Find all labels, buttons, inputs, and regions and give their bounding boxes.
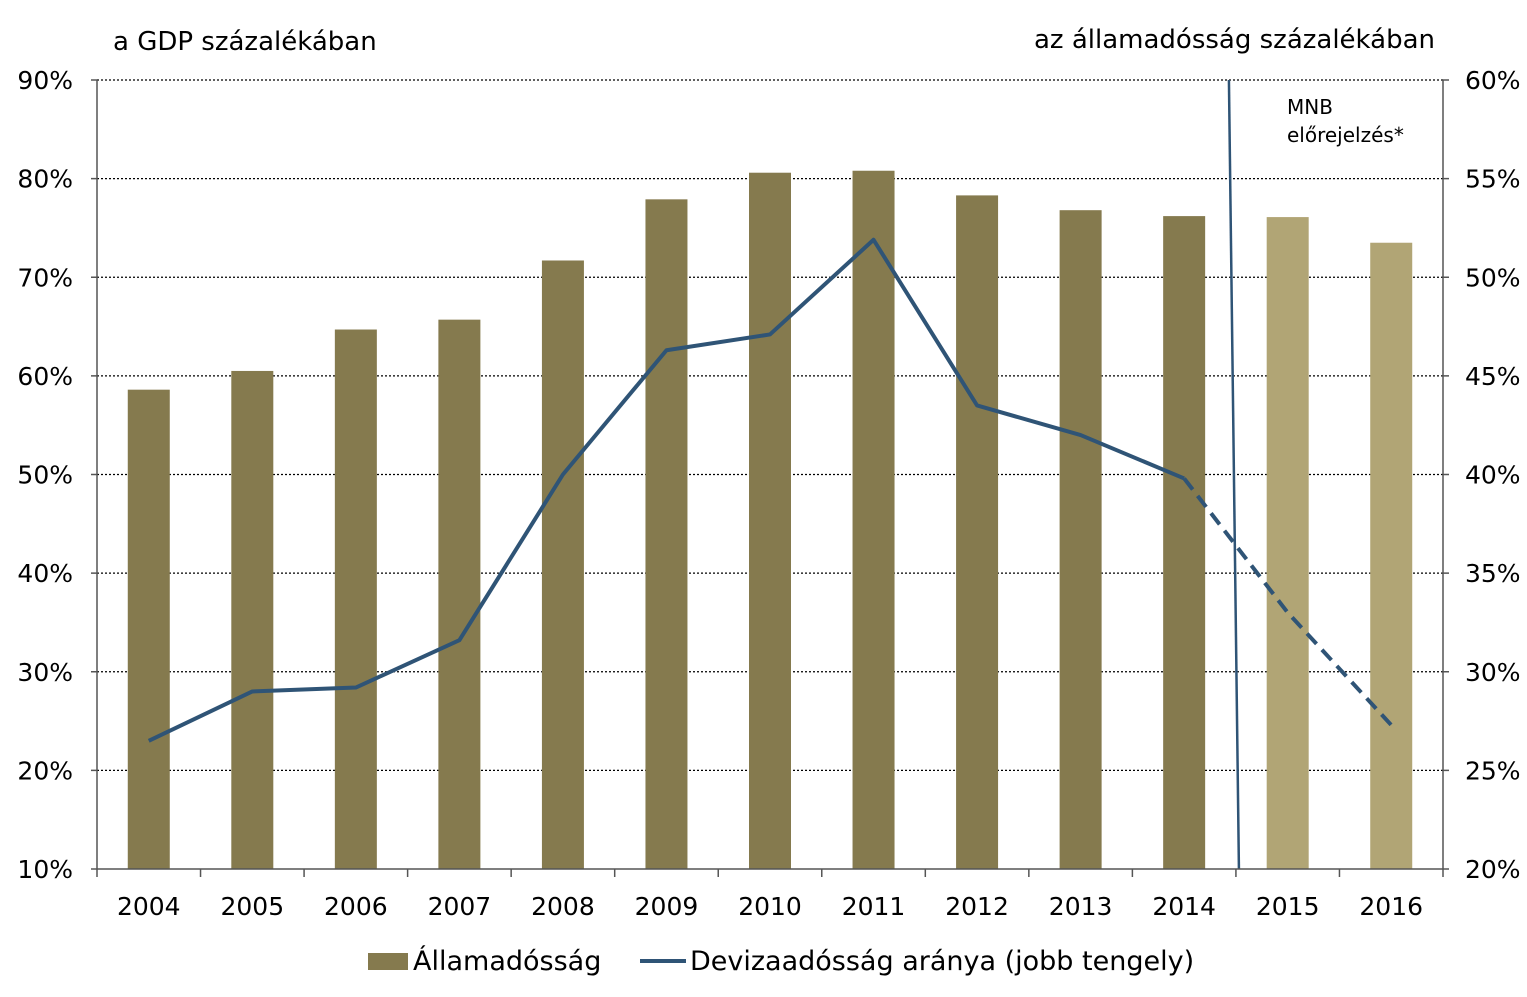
legend-label-bar: Államadósság bbox=[413, 945, 601, 977]
right-tick-label: 40% bbox=[1465, 461, 1521, 490]
bar-2009 bbox=[645, 199, 688, 869]
left-tick-label: 30% bbox=[17, 658, 73, 687]
right-axis-ticks: 20% 25% 30% 35% 40% 45% 50% 55% 60% bbox=[1465, 66, 1521, 884]
line-series bbox=[147, 237, 1393, 743]
bar-2011 bbox=[852, 170, 895, 870]
x-tick-label: 2004 bbox=[117, 892, 181, 921]
x-tick-label: 2012 bbox=[945, 892, 1009, 921]
bar-2016 bbox=[1370, 242, 1413, 869]
right-tick-label: 50% bbox=[1465, 263, 1521, 292]
bar-series bbox=[127, 170, 1413, 870]
left-axis-title: a GDP százalékában bbox=[113, 27, 377, 57]
x-tick-label: 2005 bbox=[220, 892, 284, 921]
bar-2006 bbox=[334, 329, 377, 869]
x-tick-label: 2014 bbox=[1152, 892, 1216, 921]
axes bbox=[91, 79, 1449, 877]
right-tick-label: 60% bbox=[1465, 66, 1521, 95]
bar-2012 bbox=[956, 195, 999, 870]
x-tick-label: 2011 bbox=[842, 892, 906, 921]
forecast-label-line1: MNB bbox=[1287, 95, 1333, 119]
left-axis-ticks: 10% 20% 30% 40% 50% 60% 70% 80% 90% bbox=[17, 66, 73, 884]
right-tick-label: 55% bbox=[1465, 165, 1521, 194]
left-tick-label: 90% bbox=[17, 66, 73, 95]
x-tick-label: 2008 bbox=[531, 892, 595, 921]
bar-2013 bbox=[1059, 210, 1102, 869]
bar-2007 bbox=[438, 319, 481, 869]
x-tick-label: 2015 bbox=[1256, 892, 1320, 921]
right-tick-label: 25% bbox=[1465, 756, 1521, 785]
x-axis-ticks: 2004 2005 2006 2007 2008 2009 2010 2011 2012 2013… bbox=[117, 892, 1423, 921]
left-tick-label: 40% bbox=[17, 559, 73, 588]
left-tick-label: 60% bbox=[17, 362, 73, 391]
bar-2005 bbox=[231, 370, 274, 869]
bar-2004 bbox=[127, 389, 170, 869]
bar-2008 bbox=[541, 260, 584, 869]
left-tick-label: 50% bbox=[17, 461, 73, 490]
right-tick-label: 20% bbox=[1465, 855, 1521, 884]
legend-label-line: Devizaadósság aránya (jobb tengely) bbox=[690, 946, 1194, 977]
right-tick-label: 45% bbox=[1465, 362, 1521, 391]
right-axis-title: az államadósság százalékában bbox=[1034, 25, 1435, 55]
forecast-label-line2: előrejelzés* bbox=[1287, 123, 1404, 147]
right-tick-label: 30% bbox=[1465, 658, 1521, 687]
x-tick-label: 2006 bbox=[324, 892, 388, 921]
x-tick-label: 2007 bbox=[428, 892, 492, 921]
x-tick-label: 2009 bbox=[635, 892, 699, 921]
x-tick-label: 2016 bbox=[1359, 892, 1423, 921]
left-tick-label: 70% bbox=[17, 263, 73, 292]
right-tick-label: 35% bbox=[1465, 559, 1521, 588]
left-tick-label: 20% bbox=[17, 756, 73, 785]
bar-2014 bbox=[1163, 216, 1206, 870]
bar-2010 bbox=[749, 172, 791, 869]
left-tick-label: 10% bbox=[17, 855, 73, 884]
bar-2015 bbox=[1266, 217, 1309, 869]
x-tick-label: 2010 bbox=[738, 892, 802, 921]
forecast-divider bbox=[1227, 79, 1241, 870]
series-line-forecast bbox=[1182, 477, 1393, 727]
legend-swatch-bar bbox=[368, 953, 408, 970]
x-tick-label: 2013 bbox=[1049, 892, 1113, 921]
left-tick-label: 80% bbox=[17, 165, 73, 194]
legend: Államadósság Devizaadósság aránya (jobb … bbox=[368, 945, 1194, 977]
